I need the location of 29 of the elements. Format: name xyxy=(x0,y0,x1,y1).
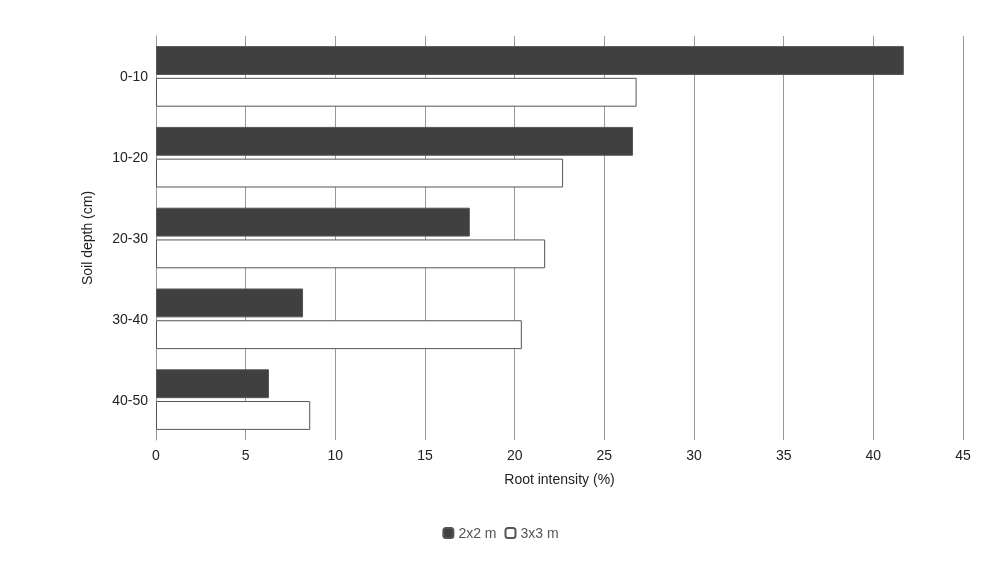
bar xyxy=(156,239,546,269)
x-tick-label: 40 xyxy=(865,447,882,463)
x-tick-label: 35 xyxy=(775,447,792,463)
legend-label: 2x2 m xyxy=(458,525,497,541)
bar xyxy=(156,46,904,75)
bar xyxy=(156,401,311,430)
y-tick-label: 40-50 xyxy=(112,391,149,408)
x-tick-label: 30 xyxy=(686,447,702,463)
bar xyxy=(156,369,269,399)
legend-label: 3x3 m xyxy=(520,525,559,541)
x-tick-label: 5 xyxy=(241,447,250,463)
x-tick-label: 25 xyxy=(596,447,613,463)
x-tick-label: 10 xyxy=(327,447,344,463)
bar xyxy=(156,158,564,188)
y-tick-label: 10-20 xyxy=(112,149,149,166)
x-tick-label: 20 xyxy=(506,447,523,463)
bar xyxy=(156,77,637,107)
bar xyxy=(156,288,304,318)
bar xyxy=(156,207,470,237)
x-tick-label: 45 xyxy=(955,447,971,463)
x-tick-label: 0 xyxy=(152,447,161,463)
x-axis-title: Root intensity (%) xyxy=(504,471,615,487)
y-tick-label: 20-30 xyxy=(112,230,149,246)
y-tick-label: 0-10 xyxy=(119,68,149,85)
bar xyxy=(156,126,634,156)
bar xyxy=(156,320,522,350)
y-tick-label: 30-40 xyxy=(112,310,149,327)
x-tick-label: 15 xyxy=(417,447,433,463)
y-axis-title: Soil depth (cm) xyxy=(79,190,95,286)
